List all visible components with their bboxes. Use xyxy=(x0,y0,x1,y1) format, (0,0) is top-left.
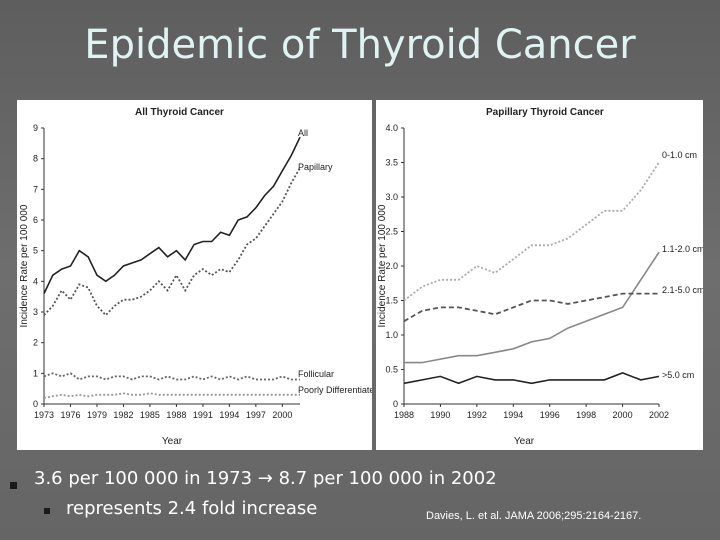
y-tick-label: 3 xyxy=(33,307,38,317)
x-tick-label: 1988 xyxy=(166,410,186,420)
bullet-marker-icon xyxy=(10,482,17,489)
y-tick-label: 3.0 xyxy=(385,192,398,202)
y-tick-label: 4.0 xyxy=(385,123,398,133)
x-tick-label: 1988 xyxy=(394,410,414,420)
x-tick-label: 1992 xyxy=(467,410,487,420)
series-label: >5.0 cm xyxy=(662,370,694,380)
sub-bullet-fold-increase: represents 2.4 fold increase xyxy=(66,498,318,519)
series-label: Poorly Differentiated xyxy=(298,385,372,395)
chart-all-thyroid-cancer: All Thyroid Cancer 0 1 2 3 4 5 6 7 8 9 1973 1976 1979… xyxy=(19,107,379,447)
y-tick-label: 1.0 xyxy=(385,330,398,340)
y-tick-label: 4 xyxy=(33,276,38,286)
series-line-3 xyxy=(43,392,300,399)
chart-papillary-thyroid-cancer: Papillary Thyroid Cancer 0 0.5 1.0 1.5 2.0 2.5… xyxy=(377,107,705,447)
citation: Davies, L. et al. JAMA 2006;295:2164-216… xyxy=(426,510,642,522)
y-tick-label: 2.0 xyxy=(385,261,398,271)
x-tick-label: 1976 xyxy=(60,410,80,420)
series-label: All xyxy=(298,128,308,138)
y-tick-label: 2.5 xyxy=(385,227,398,237)
x-tick-label: 1998 xyxy=(576,410,596,420)
x-tick-label: 2000 xyxy=(272,410,292,420)
x-tick-label: 1979 xyxy=(87,410,107,420)
y-tick-label: 8 xyxy=(33,154,38,164)
series-line-0 xyxy=(43,136,301,294)
y-tick-label: 3.5 xyxy=(385,158,398,168)
series-line-2 xyxy=(43,372,300,381)
y-axis-label: Incidence Rate per 100 000 xyxy=(377,204,388,327)
bullet-incidence-change: 3.6 per 100 000 in 1973 → 8.7 per 100 00… xyxy=(34,468,497,489)
y-tick-label: 1.5 xyxy=(385,296,398,306)
x-tick-label: 1985 xyxy=(140,410,160,420)
x-tick-label: 1991 xyxy=(193,410,213,420)
y-tick-label: 0.5 xyxy=(385,365,398,375)
chart-panel-papillary: Papillary Thyroid Cancer 0 0.5 1.0 1.5 2.0 2.5… xyxy=(376,100,705,450)
x-axis-label: Year xyxy=(162,436,183,447)
series-line-2 xyxy=(403,292,659,322)
series-label: Follicular xyxy=(298,369,334,379)
x-tick-label: 1996 xyxy=(540,410,560,420)
chart-title: Papillary Thyroid Cancer xyxy=(486,107,604,118)
x-tick-label: 1997 xyxy=(246,410,266,420)
x-tick-label: 1973 xyxy=(34,410,54,420)
x-tick-label: 2000 xyxy=(613,410,633,420)
x-tick-label: 2002 xyxy=(649,410,669,420)
x-tick-label: 1982 xyxy=(113,410,133,420)
slide-title: Epidemic of Thyroid Cancer xyxy=(84,22,636,68)
x-axis-label: Year xyxy=(514,436,535,447)
series-label: 2.1-5.0 cm xyxy=(662,285,703,295)
y-tick-label: 5 xyxy=(33,246,38,256)
series-line-0 xyxy=(403,162,660,302)
series-line-1 xyxy=(43,167,301,317)
y-tick-label: 7 xyxy=(33,184,38,194)
y-tick-label: 2 xyxy=(33,338,38,348)
series-line-3 xyxy=(403,372,660,385)
y-tick-label: 9 xyxy=(33,123,38,133)
chart-panel-all-thyroid: All Thyroid Cancer 0 1 2 3 4 5 6 7 8 9 1973 1976 1979… xyxy=(17,100,379,450)
series-line-1 xyxy=(404,251,660,364)
x-tick-label: 1990 xyxy=(430,410,450,420)
sub-bullet-marker-icon xyxy=(44,508,50,514)
y-axis-label: Incidence Rate per 100 000 xyxy=(19,204,30,327)
y-tick-label: 0 xyxy=(33,399,38,409)
chart-title: All Thyroid Cancer xyxy=(135,107,224,118)
y-tick-label: 0 xyxy=(393,399,398,409)
y-tick-label: 1 xyxy=(33,368,38,378)
series-label: 0-1.0 cm xyxy=(662,150,697,160)
series-label: 1.1-2.0 cm xyxy=(662,244,703,254)
x-tick-label: 1994 xyxy=(219,410,239,420)
x-tick-label: 1994 xyxy=(503,410,523,420)
series-label: Papillary xyxy=(298,162,333,172)
y-tick-label: 6 xyxy=(33,215,38,225)
